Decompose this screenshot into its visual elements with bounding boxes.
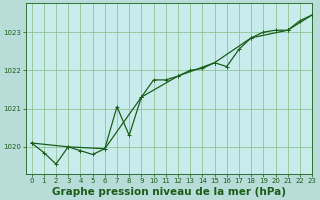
X-axis label: Graphe pression niveau de la mer (hPa): Graphe pression niveau de la mer (hPa) [52, 187, 286, 197]
